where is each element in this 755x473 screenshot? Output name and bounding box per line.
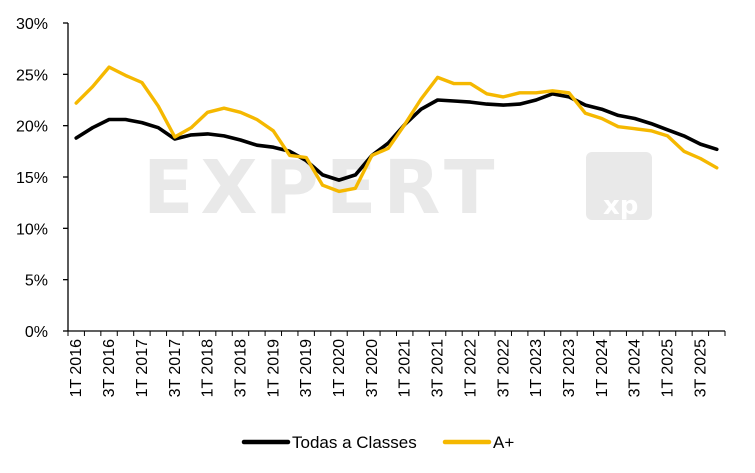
y-tick-label: 20%	[16, 119, 48, 136]
x-tick-label: 3T 2025	[692, 339, 709, 398]
svg-text:EXPERT: EXPERT	[143, 145, 502, 231]
legend: Todas a Classes A+	[241, 433, 514, 452]
y-axis-ticks: 0% 5% 10% 15% 20% 25% 30%	[16, 16, 68, 341]
x-tick-label: 1T 2023	[528, 339, 545, 398]
expert-xp-watermark: EXPERT xp	[143, 145, 652, 231]
x-tick-label: 1T 2024	[594, 339, 611, 398]
legend-label: A+	[493, 433, 514, 452]
x-tick-label: 3T 2021	[430, 339, 447, 398]
svg-text:xp: xp	[603, 191, 638, 221]
y-tick-label: 10%	[16, 221, 48, 238]
x-tick-label: 1T 2025	[660, 339, 677, 398]
series-lines	[74, 65, 719, 194]
series-line-a-plus	[74, 65, 719, 194]
x-tick-label: 1T 2018	[200, 339, 217, 398]
y-tick-label: 25%	[16, 67, 48, 84]
x-axis-ticks: 1T 2016 3T 2016 1T 2017 3T 2017 1T 2018 3T 20…	[67, 331, 726, 398]
x-tick-label: 3T 2020	[364, 339, 381, 398]
x-tick-label: 3T 2019	[298, 339, 315, 398]
y-tick-label: 15%	[16, 170, 48, 187]
x-tick-label: 1T 2021	[397, 339, 414, 398]
x-tick-label: 3T 2022	[495, 339, 512, 398]
x-tick-label: 3T 2016	[101, 339, 118, 398]
x-tick-label: 3T 2018	[232, 339, 249, 398]
x-tick-label: 1T 2016	[68, 339, 85, 398]
x-tick-label: 3T 2023	[561, 339, 578, 398]
legend-label: Todas a Classes	[292, 433, 417, 452]
y-tick-label: 0%	[25, 324, 48, 341]
x-tick-label: 1T 2017	[134, 339, 151, 398]
x-tick-label: 3T 2017	[167, 339, 184, 398]
y-tick-label: 5%	[25, 273, 48, 290]
x-tick-label: 1T 2020	[331, 339, 348, 398]
y-tick-label: 30%	[16, 16, 48, 33]
x-tick-label: 1T 2019	[265, 339, 282, 398]
x-tick-label: 1T 2022	[462, 339, 479, 398]
x-tick-label: 3T 2024	[627, 339, 644, 398]
